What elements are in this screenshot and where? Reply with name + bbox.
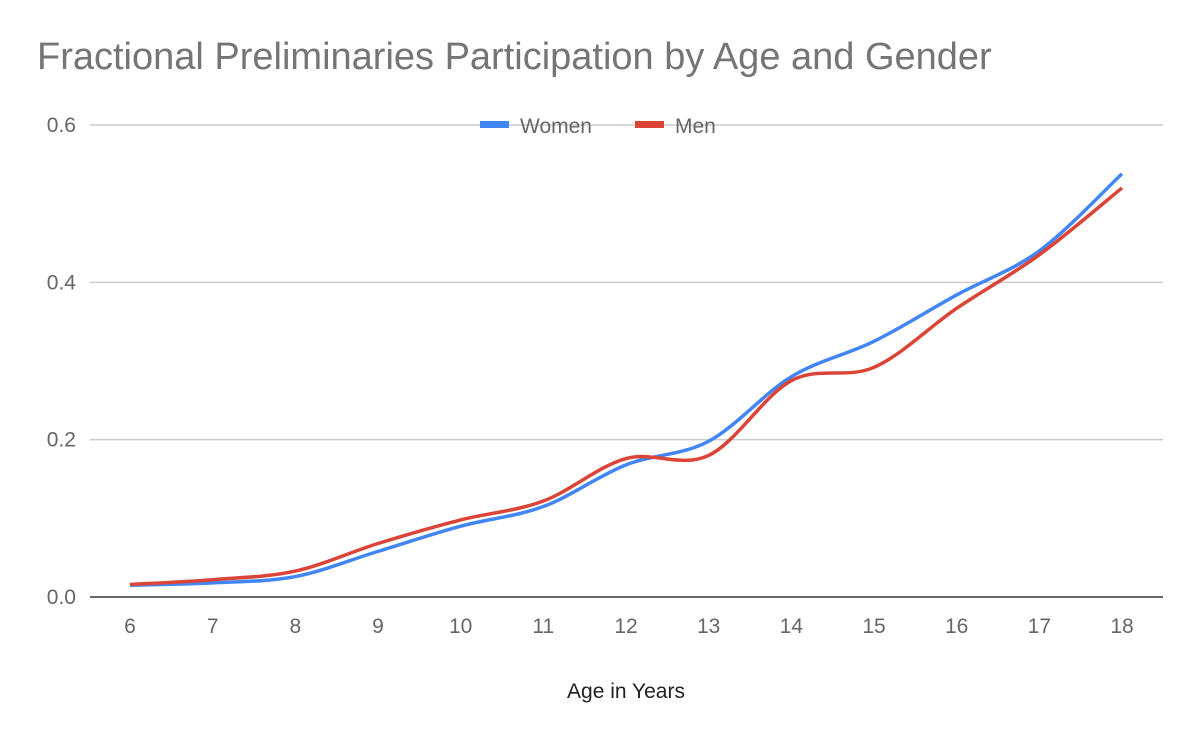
x-tick-labels: 6 7 8 9 10 11 12 13 14 15 16 17 18 [124, 615, 1134, 638]
legend: Women Men [480, 115, 716, 138]
series-lines [129, 172, 1124, 587]
x-tick-label: 16 [945, 615, 968, 638]
legend-label-men: Men [675, 115, 716, 138]
y-tick-label: 0.0 [47, 586, 76, 609]
chart-title: Fractional Preliminaries Participation b… [37, 36, 992, 78]
x-tick-label: 8 [289, 615, 301, 638]
x-tick-label: 17 [1028, 615, 1051, 638]
legend-swatch-women [480, 121, 509, 128]
gridlines [90, 124, 1163, 441]
y-tick-label: 0.4 [47, 271, 77, 294]
x-tick-label: 12 [614, 615, 637, 638]
legend-swatch-men [635, 121, 664, 128]
series-line-women [129, 172, 1124, 587]
x-tick-label: 13 [697, 615, 720, 638]
legend-label-women: Women [520, 115, 592, 138]
series-line-men [129, 186, 1124, 587]
x-tick-label: 14 [780, 615, 804, 638]
x-tick-label: 18 [1110, 615, 1133, 638]
x-tick-label: 6 [124, 615, 136, 638]
x-tick-label: 15 [862, 615, 885, 638]
x-tick-label: 10 [449, 615, 472, 638]
x-axis-label: Age in Years [567, 680, 685, 703]
x-tick-label: 9 [372, 615, 384, 638]
x-tick-label: 7 [207, 615, 219, 638]
x-tick-label: 11 [532, 615, 554, 638]
y-tick-label: 0.2 [47, 429, 76, 452]
y-tick-label: 0.6 [47, 114, 76, 137]
y-tick-labels: 0.0 0.2 0.4 0.6 [47, 114, 77, 609]
